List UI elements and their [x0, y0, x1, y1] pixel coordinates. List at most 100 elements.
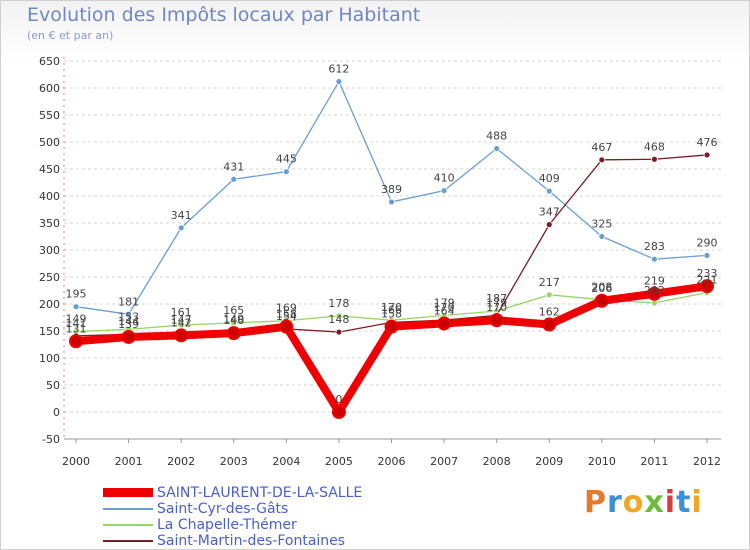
data-point-la-chapelle-themer — [545, 291, 553, 299]
proxiti-logo: Proxiti — [584, 485, 703, 520]
x-tick-label: 2006 — [378, 455, 406, 468]
data-label-saint-martin-des-fontaines: 468 — [644, 140, 665, 153]
legend-label: Saint-Martin-des-Fontaines — [157, 533, 346, 549]
logo-letter: i — [664, 485, 677, 520]
x-tick-label: 2007 — [430, 455, 458, 468]
data-point-saint-cyr-des-gats — [72, 303, 80, 311]
data-point-saint-cyr-des-gats — [545, 187, 553, 195]
y-tick-label: 350 — [39, 217, 60, 230]
x-tick-label: 2008 — [483, 455, 511, 468]
data-point-la-chapelle-themer — [651, 299, 658, 307]
y-tick-label: 150 — [39, 325, 60, 338]
data-point-saint-cyr-des-gats — [177, 224, 185, 232]
x-tick-label: 2010 — [588, 455, 616, 468]
legend-swatch — [103, 488, 153, 497]
data-point-saint-cyr-des-gats — [125, 310, 132, 318]
logo-letter: t — [676, 485, 692, 520]
data-label-saint-cyr-des-gats: 389 — [381, 183, 402, 196]
y-tick-label: 500 — [39, 136, 60, 149]
data-point-saint-laurent-de-la-salle — [489, 313, 504, 328]
data-label-saint-martin-des-fontaines: 147 — [171, 314, 192, 327]
data-point-saint-laurent-de-la-salle — [384, 319, 399, 334]
data-label-saint-cyr-des-gats: 410 — [434, 172, 455, 185]
logo-letter: P — [584, 485, 607, 520]
data-label-saint-cyr-des-gats: 195 — [66, 288, 87, 301]
data-label-saint-martin-des-fontaines: 467 — [591, 141, 612, 154]
y-tick-label: 600 — [39, 82, 60, 95]
data-point-saint-laurent-de-la-salle — [542, 317, 557, 332]
data-label-saint-martin-des-fontaines: 476 — [697, 136, 718, 149]
logo-letter: r — [607, 485, 623, 520]
y-tick-label: 50 — [46, 379, 60, 392]
legend-swatch — [103, 508, 153, 510]
y-tick-label: 400 — [39, 190, 60, 203]
data-label-saint-cyr-des-gats: 325 — [591, 218, 612, 231]
data-point-la-chapelle-themer — [335, 312, 343, 320]
data-label-la-chapelle-themer: 170 — [381, 301, 402, 314]
data-label-la-chapelle-themer: 187 — [486, 292, 507, 305]
data-label-saint-martin-des-fontaines: 166 — [381, 303, 402, 316]
data-label-saint-martin-des-fontaines: 170 — [434, 301, 455, 314]
y-tick-label: 200 — [39, 298, 60, 311]
data-label-saint-cyr-des-gats: 181 — [118, 295, 139, 308]
y-tick-label: -50 — [42, 433, 60, 446]
data-point-saint-cyr-des-gats — [388, 198, 395, 206]
data-label-saint-laurent-de-la-salle: 164 — [434, 304, 455, 317]
y-tick-label: 0 — [53, 406, 60, 419]
data-point-saint-laurent-de-la-salle — [226, 326, 241, 341]
data-point-saint-martin-des-fontaines — [545, 221, 553, 229]
data-label-saint-martin-des-fontaines: 148 — [328, 313, 349, 326]
data-point-saint-cyr-des-gats — [440, 187, 448, 195]
legend-swatch — [103, 524, 153, 526]
data-label-la-chapelle-themer: 178 — [328, 297, 349, 310]
data-point-saint-cyr-des-gats — [230, 175, 238, 183]
data-label-saint-cyr-des-gats: 612 — [328, 63, 349, 76]
data-label-saint-cyr-des-gats: 445 — [276, 153, 297, 166]
data-point-saint-laurent-de-la-salle — [174, 328, 189, 343]
data-point-saint-cyr-des-gats — [493, 145, 501, 152]
data-label-la-chapelle-themer: 221 — [697, 274, 718, 287]
legend-swatch — [103, 540, 153, 542]
data-point-saint-laurent-de-la-salle — [437, 316, 452, 331]
x-tick-label: 2000 — [62, 455, 90, 468]
y-tick-label: 300 — [39, 244, 60, 257]
data-label-saint-martin-des-fontaines: 141 — [66, 317, 87, 330]
data-label-saint-laurent-de-la-salle: 219 — [644, 275, 665, 288]
data-point-saint-laurent-de-la-salle — [331, 405, 346, 419]
data-point-saint-martin-des-fontaines — [335, 328, 343, 336]
data-label-saint-martin-des-fontaines: 144 — [118, 315, 139, 328]
chart-title: Evolution des Impôts locaux par Habitant — [27, 4, 421, 26]
data-point-saint-martin-des-fontaines — [598, 156, 606, 164]
data-label-saint-laurent-de-la-salle: 0 — [335, 393, 342, 406]
data-label-saint-cyr-des-gats: 409 — [539, 172, 560, 185]
data-label-la-chapelle-themer: 149 — [66, 313, 87, 326]
y-tick-label: 650 — [39, 55, 60, 68]
logo-letter: o — [622, 485, 645, 520]
data-label-saint-laurent-de-la-salle: 158 — [381, 308, 402, 321]
y-tick-label: 550 — [39, 109, 60, 122]
legend-label: Saint-Cyr-des-Gâts — [157, 501, 289, 517]
x-tick-label: 2002 — [167, 455, 195, 468]
data-point-saint-laurent-de-la-salle — [121, 329, 136, 344]
data-point-saint-laurent-de-la-salle — [69, 334, 83, 349]
data-label-la-chapelle-themer: 169 — [276, 302, 297, 315]
data-point-saint-laurent-de-la-salle — [647, 286, 662, 301]
y-tick-label: 450 — [39, 163, 60, 176]
data-point-saint-cyr-des-gats — [598, 233, 606, 240]
data-point-saint-martin-des-fontaines — [651, 155, 658, 163]
data-point-saint-martin-des-fontaines — [703, 151, 711, 159]
legend-label: La Chapelle-Thémer — [157, 517, 297, 533]
x-tick-label: 2012 — [693, 455, 721, 468]
data-label-saint-cyr-des-gats: 341 — [171, 209, 192, 222]
logo-letter: i — [691, 485, 703, 520]
data-label-saint-martin-des-fontaines: 347 — [539, 206, 560, 219]
data-point-saint-laurent-de-la-salle — [700, 279, 714, 294]
data-label-saint-cyr-des-gats: 488 — [486, 129, 507, 142]
x-tick-label: 2004 — [272, 455, 300, 468]
data-label-saint-cyr-des-gats: 283 — [644, 240, 665, 253]
data-label-saint-laurent-de-la-salle: 158 — [276, 308, 297, 321]
data-label-la-chapelle-themer: 202 — [644, 284, 665, 297]
data-label-la-chapelle-themer: 153 — [118, 310, 139, 323]
data-label-la-chapelle-themer: 208 — [591, 281, 612, 294]
